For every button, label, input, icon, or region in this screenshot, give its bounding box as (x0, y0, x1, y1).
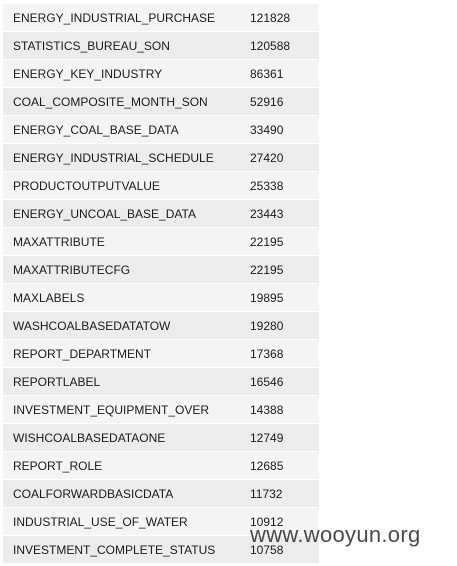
table-name-cell: MAXATTRIBUTECFG (3, 255, 241, 284)
table-row[interactable]: ENERGY_UNCOAL_BASE_DATA 23443 (3, 199, 319, 228)
table-name-cell: INVESTMENT_EQUIPMENT_OVER (3, 395, 241, 424)
table-row[interactable]: STATISTICS_BUREAU_SON 120588 (3, 31, 319, 60)
table-name-cell: MAXATTRIBUTE (3, 227, 241, 256)
table-body: ENERGY_INDUSTRIAL_PURCHASE 121828 STATISTI… (3, 4, 319, 564)
table-row[interactable]: PRODUCTOUTPUTVALUE 25338 (3, 171, 319, 200)
table-row[interactable]: ENERGY_INDUSTRIAL_PURCHASE 121828 (3, 4, 319, 32)
data-table: ENERGY_INDUSTRIAL_PURCHASE 121828 STATISTI… (3, 4, 319, 564)
row-count-cell: 25338 (241, 171, 319, 200)
table-row[interactable]: COAL_COMPOSITE_MONTH_SON 52916 (3, 87, 319, 116)
row-count-cell: 10758 (241, 535, 319, 564)
table-name-cell: ENERGY_INDUSTRIAL_PURCHASE (3, 4, 241, 32)
table-name-cell: INDUSTRIAL_USE_OF_WATER (3, 507, 241, 536)
row-count-cell: 12685 (241, 451, 319, 480)
table-row[interactable]: WASHCOALBASEDATATOW 19280 (3, 311, 319, 340)
table-name-cell: WISHCOALBASEDATAONE (3, 423, 241, 452)
table-row[interactable]: REPORT_DEPARTMENT 17368 (3, 339, 319, 368)
row-count-cell: 22195 (241, 255, 319, 284)
row-count-cell: 33490 (241, 115, 319, 144)
table-row[interactable]: ENERGY_KEY_INDUSTRY 86361 (3, 59, 319, 88)
table-row[interactable]: ENERGY_INDUSTRIAL_SCHEDULE 27420 (3, 143, 319, 172)
table-row[interactable]: REPORT_ROLE 12685 (3, 451, 319, 480)
table-row[interactable]: INVESTMENT_EQUIPMENT_OVER 14388 (3, 395, 319, 424)
row-count-cell: 16546 (241, 367, 319, 396)
table-name-cell: REPORT_ROLE (3, 451, 241, 480)
row-count-cell: 121828 (241, 4, 319, 32)
table-row[interactable]: WISHCOALBASEDATAONE 12749 (3, 423, 319, 452)
row-count-cell: 86361 (241, 59, 319, 88)
row-count-cell: 11732 (241, 479, 319, 508)
row-count-cell: 27420 (241, 143, 319, 172)
table-name-cell: COAL_COMPOSITE_MONTH_SON (3, 87, 241, 116)
table-row[interactable]: COALFORWARDBASICDATA 11732 (3, 479, 319, 508)
table-name-cell: MAXLABELS (3, 283, 241, 312)
row-count-cell: 22195 (241, 227, 319, 256)
table-name-cell: PRODUCTOUTPUTVALUE (3, 171, 241, 200)
row-count-cell: 19895 (241, 283, 319, 312)
row-count-cell: 23443 (241, 199, 319, 228)
table-row[interactable]: INDUSTRIAL_USE_OF_WATER 10912 (3, 507, 319, 536)
table-name-cell: COALFORWARDBASICDATA (3, 479, 241, 508)
row-count-cell: 19280 (241, 311, 319, 340)
table-name-cell: WASHCOALBASEDATATOW (3, 311, 241, 340)
table-row[interactable]: INVESTMENT_COMPLETE_STATUS 10758 (3, 535, 319, 564)
table-row[interactable]: MAXLABELS 19895 (3, 283, 319, 312)
row-count-cell: 12749 (241, 423, 319, 452)
table-name-cell: STATISTICS_BUREAU_SON (3, 31, 241, 60)
table-name-cell: ENERGY_KEY_INDUSTRY (3, 59, 241, 88)
row-count-cell: 14388 (241, 395, 319, 424)
table-row[interactable]: REPORTLABEL 16546 (3, 367, 319, 396)
row-count-cell: 17368 (241, 339, 319, 368)
table-row[interactable]: MAXATTRIBUTE 22195 (3, 227, 319, 256)
table-name-cell: REPORTLABEL (3, 367, 241, 396)
table-name-cell: ENERGY_COAL_BASE_DATA (3, 115, 241, 144)
row-count-cell: 52916 (241, 87, 319, 116)
table-row[interactable]: MAXATTRIBUTECFG 22195 (3, 255, 319, 284)
table-name-cell: INVESTMENT_COMPLETE_STATUS (3, 535, 241, 564)
row-count-cell: 120588 (241, 31, 319, 60)
table-row[interactable]: ENERGY_COAL_BASE_DATA 33490 (3, 115, 319, 144)
table-name-cell: ENERGY_UNCOAL_BASE_DATA (3, 199, 241, 228)
row-count-cell: 10912 (241, 507, 319, 536)
watermark: www.wooyun.org (250, 522, 421, 547)
table-name-cell: ENERGY_INDUSTRIAL_SCHEDULE (3, 143, 241, 172)
table-row-count-table: ENERGY_INDUSTRIAL_PURCHASE 121828 STATISTI… (3, 4, 319, 564)
table-name-cell: REPORT_DEPARTMENT (3, 339, 241, 368)
